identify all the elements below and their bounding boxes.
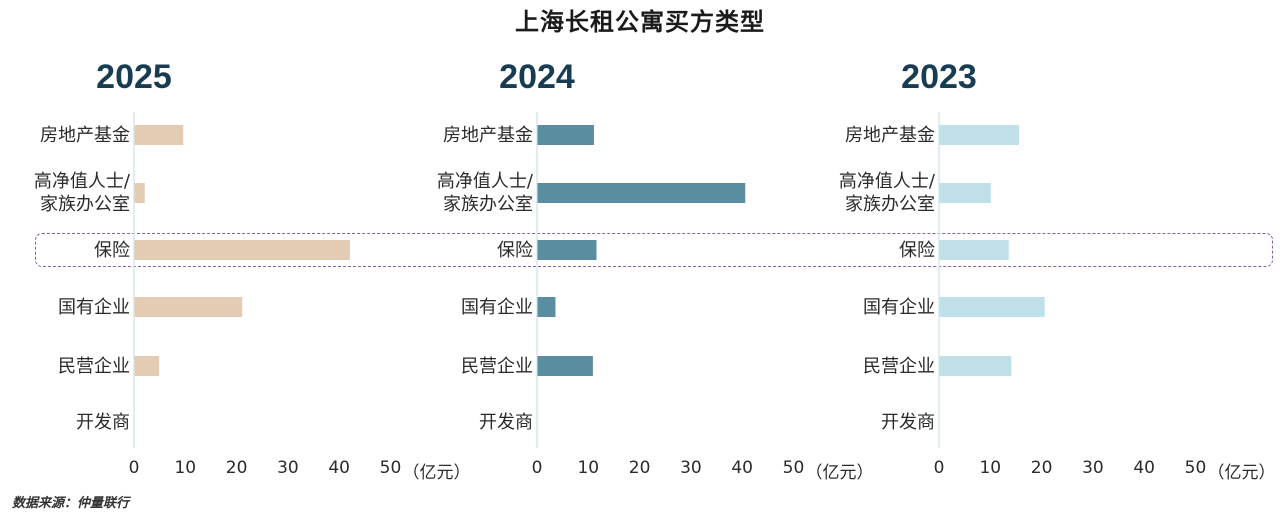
category-label-line: 保险 <box>899 239 935 261</box>
category-label-line: 高净值人士/ <box>838 171 935 192</box>
category-label: 高净值人士/家族办公室 <box>2 170 130 216</box>
category-label: 国有企业 <box>405 296 533 319</box>
category-label: 民营企业 <box>405 355 533 378</box>
x-tick-label: 10 <box>979 458 1002 478</box>
category-label-line: 家族办公室 <box>443 194 533 215</box>
category-label: 开发商 <box>807 411 935 434</box>
bar-2024-2 <box>537 240 597 260</box>
category-label-line: 开发商 <box>479 411 533 433</box>
x-tick-label: 30 <box>1082 458 1104 478</box>
x-tick-label: 40 <box>731 458 753 478</box>
category-label: 开发商 <box>405 411 533 434</box>
category-label: 房地产基金 <box>807 124 935 147</box>
category-label-line: 民营企业 <box>58 355 130 377</box>
data-source-note: 数据来源：仲量联行 <box>12 496 130 511</box>
bar-2025-2 <box>134 240 350 260</box>
x-tick-label: 10 <box>174 458 197 478</box>
category-label-line: 民营企业 <box>863 355 935 377</box>
panel-title-2023: 2023 <box>901 58 977 96</box>
category-label: 房地产基金 <box>2 124 130 147</box>
category-label: 保险 <box>807 239 935 262</box>
bar-2024-1 <box>537 183 746 203</box>
x-tick-label: 50 <box>1184 458 1207 478</box>
chart-title: 上海长租公寓买方类型 <box>515 8 765 36</box>
x-tick-label: 20 <box>628 458 651 478</box>
category-label-line: 保险 <box>94 239 130 261</box>
x-unit-label: （亿元） <box>402 463 471 483</box>
x-tick-label: 40 <box>1133 458 1155 478</box>
category-label-line: 民营企业 <box>461 355 533 377</box>
category-label: 高净值人士/家族办公室 <box>405 170 533 216</box>
category-label-line: 房地产基金 <box>40 124 130 146</box>
x-tick-label: 0 <box>933 458 945 478</box>
category-label-line: 房地产基金 <box>845 124 935 146</box>
x-tick-label: 0 <box>128 458 140 478</box>
x-tick-label: 40 <box>328 458 350 478</box>
panel-title-2025: 2025 <box>96 58 172 96</box>
x-tick-label: 30 <box>680 458 702 478</box>
x-tick-label: 50 <box>782 458 805 478</box>
category-label-line: 开发商 <box>881 411 935 433</box>
category-label-line: 国有企业 <box>461 296 533 318</box>
bar-2023-0 <box>939 125 1020 145</box>
bar-2025-3 <box>134 297 243 317</box>
category-label-line: 家族办公室 <box>40 194 130 215</box>
category-label: 保险 <box>405 239 533 262</box>
panel-title-2024: 2024 <box>499 58 575 96</box>
x-tick-label: 10 <box>577 458 600 478</box>
x-tick-label: 20 <box>1030 458 1053 478</box>
category-label: 国有企业 <box>807 296 935 319</box>
category-label: 国有企业 <box>2 296 130 319</box>
x-unit-label: （亿元） <box>1207 463 1276 483</box>
bar-2025-4 <box>134 356 160 376</box>
insurance-highlight-box <box>35 233 1273 267</box>
category-label-line: 高净值人士/ <box>33 171 130 192</box>
x-unit-label: （亿元） <box>805 463 874 483</box>
x-tick-label: 0 <box>531 458 543 478</box>
category-label-line: 房地产基金 <box>443 124 533 146</box>
category-label-line: 家族办公室 <box>845 194 935 215</box>
category-label-line: 国有企业 <box>58 296 130 318</box>
bar-2023-2 <box>939 240 1009 260</box>
category-label-line: 开发商 <box>76 411 130 433</box>
category-label-line: 高净值人士/ <box>436 171 533 192</box>
x-tick-label: 20 <box>225 458 248 478</box>
bar-2024-4 <box>537 356 593 376</box>
bar-2025-0 <box>134 125 184 145</box>
bar-2023-4 <box>939 356 1012 376</box>
bar-2024-0 <box>537 125 594 145</box>
category-label: 民营企业 <box>2 355 130 378</box>
bar-2023-3 <box>939 297 1045 317</box>
bar-2025-1 <box>134 183 145 203</box>
category-label: 高净值人士/家族办公室 <box>807 170 935 216</box>
bar-2024-3 <box>537 297 556 317</box>
category-label: 开发商 <box>2 411 130 434</box>
category-label: 民营企业 <box>807 355 935 378</box>
x-tick-label: 50 <box>379 458 402 478</box>
category-label-line: 保险 <box>497 239 533 261</box>
category-label: 房地产基金 <box>405 124 533 147</box>
category-label-line: 国有企业 <box>863 296 935 318</box>
bar-2023-1 <box>939 183 991 203</box>
x-tick-label: 30 <box>277 458 299 478</box>
category-label: 保险 <box>2 239 130 262</box>
